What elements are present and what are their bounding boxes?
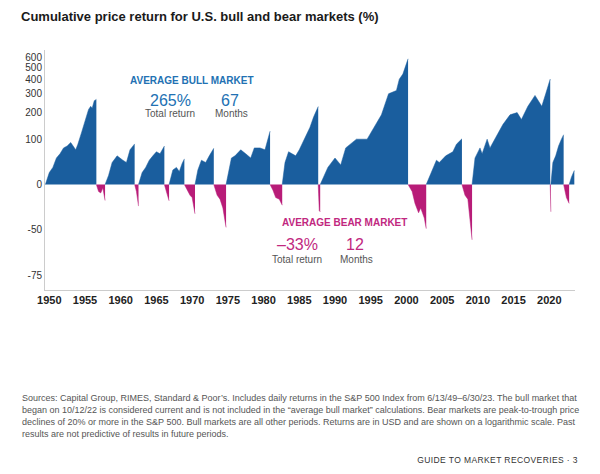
svg-text:1990: 1990 [323,294,347,306]
svg-text:AVERAGE BULL MARKET: AVERAGE BULL MARKET [130,75,254,86]
svg-text:2015: 2015 [501,294,525,306]
svg-text:1960: 1960 [108,294,132,306]
svg-text:12: 12 [346,236,364,253]
svg-text:500: 500 [25,62,42,73]
svg-text:AVERAGE BEAR MARKET: AVERAGE BEAR MARKET [282,217,407,228]
svg-text:1975: 1975 [216,294,240,306]
html-text:Sources: Capital Group, RIMES,: Sources: Capital Group, RIMES, Standard … [22,393,580,439]
svg-text:67: 67 [221,92,239,109]
svg-text:Months: Months [215,108,248,119]
svg-text:0: 0 [36,179,42,190]
svg-text:Total return: Total return [145,108,195,119]
svg-text:-75: -75 [28,270,43,281]
svg-text:2020: 2020 [537,294,561,306]
svg-text:–33%: –33% [277,236,318,253]
svg-text:Months: Months [340,254,373,265]
svg-text:1955: 1955 [73,294,97,306]
svg-text:200: 200 [25,107,42,118]
svg-text:Total return: Total return [272,254,322,265]
svg-text:1970: 1970 [180,294,204,306]
svg-text:1950: 1950 [37,294,61,306]
svg-text:265%: 265% [150,92,191,109]
svg-text:1980: 1980 [251,294,275,306]
svg-text:100: 100 [25,134,42,145]
svg-text:2005: 2005 [430,294,454,306]
svg-text:1995: 1995 [358,294,382,306]
svg-text:Cumulative price return for U.: Cumulative price return for U.S. bull an… [21,9,379,24]
svg-text:2000: 2000 [394,294,418,306]
svg-text:400: 400 [25,74,42,85]
svg-text:600: 600 [25,52,42,63]
svg-text:300: 300 [25,88,42,99]
svg-text:1965: 1965 [144,294,168,306]
svg-text:-50: -50 [28,224,43,235]
svg-text:1985: 1985 [287,294,311,306]
svg-text:2010: 2010 [466,294,490,306]
html-text:GUIDE TO MARKET RECOVERIES · 3: GUIDE TO MARKET RECOVERIES · 3 [417,455,578,465]
